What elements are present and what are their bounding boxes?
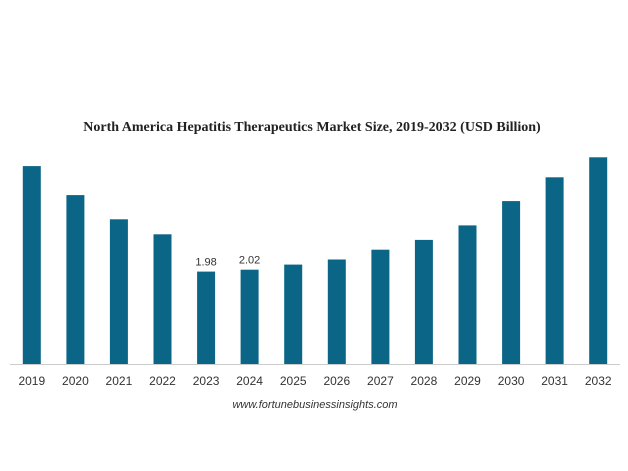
bar-series	[22, 157, 608, 364]
x-tick-2024: 2024	[236, 374, 263, 388]
x-tick-2020: 2020	[62, 374, 89, 388]
x-tick-2028: 2028	[411, 374, 438, 388]
x-axis-ticks: 2019 2020 2021 2022 2023 2024 2025 2026 2027 2028…	[18, 374, 611, 388]
x-tick-2021: 2021	[106, 374, 133, 388]
bar-2030	[502, 201, 521, 364]
x-tick-2029: 2029	[454, 374, 481, 388]
x-tick-2027: 2027	[367, 374, 394, 388]
x-tick-2019: 2019	[18, 374, 45, 388]
bar-2031	[545, 177, 564, 364]
bar-2029	[458, 225, 477, 364]
bar-2019	[22, 166, 41, 364]
x-tick-2025: 2025	[280, 374, 307, 388]
bar-2026	[327, 259, 346, 364]
chart-title: North America Hepatitis Therapeutics Mar…	[83, 120, 541, 135]
x-tick-2031: 2031	[541, 374, 568, 388]
x-tick-2030: 2030	[498, 374, 525, 388]
data-labels: 1.98 2.02	[195, 255, 260, 269]
bar-2025	[284, 264, 303, 364]
x-tick-2026: 2026	[323, 374, 350, 388]
x-tick-2022: 2022	[149, 374, 176, 388]
data-label-2024: 2.02	[239, 255, 260, 267]
bar-2023	[197, 271, 216, 364]
x-tick-2023: 2023	[193, 374, 220, 388]
source-credit: www.fortunebusinessinsights.com	[232, 399, 397, 411]
x-tick-2032: 2032	[585, 374, 612, 388]
bar-2024	[240, 269, 259, 364]
bar-2027	[371, 249, 390, 364]
bar-2022	[153, 234, 172, 364]
bar-2032	[589, 157, 608, 364]
data-label-2023: 1.98	[195, 257, 216, 269]
bar-2028	[414, 239, 433, 364]
bar-2020	[66, 195, 85, 364]
bar-2021	[109, 219, 128, 364]
